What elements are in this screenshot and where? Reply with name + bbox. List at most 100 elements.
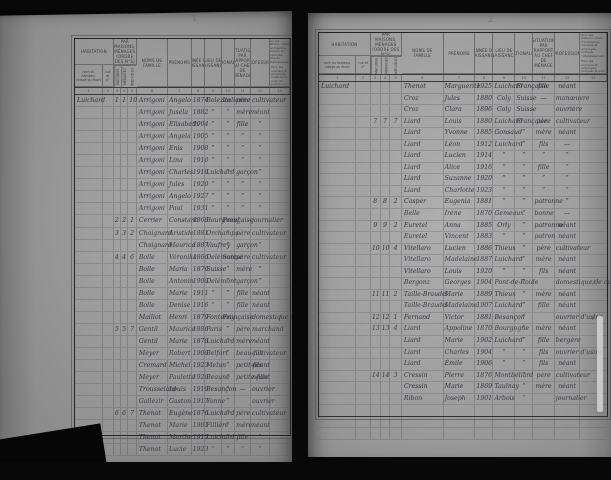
cell-prenom: Eugène xyxy=(168,408,193,420)
cell-observation xyxy=(580,151,607,162)
cell-observation xyxy=(580,267,607,278)
cell-prenom: Antonin xyxy=(168,275,194,287)
cell-no-individu xyxy=(390,359,402,370)
cell-nationalite: Suisse xyxy=(515,93,537,105)
cell-nationalite: ” xyxy=(222,420,236,432)
register-row: Liard Marie 1902 Luichard” fille bergère xyxy=(319,336,607,348)
cell-no-individu xyxy=(128,299,137,311)
cell-prenom: Robert xyxy=(168,347,192,360)
register-row: 13 13 4 Liard Appoline 1870 Bourgogne” mère néan… xyxy=(319,324,607,337)
cell-no-menage xyxy=(121,299,129,311)
cell-prenom: Elisabeth xyxy=(168,119,198,131)
cell-situation: fils xyxy=(533,266,555,278)
cell-habitation xyxy=(75,347,103,360)
cell-no-menage: 4 xyxy=(121,251,129,263)
cell-observation xyxy=(580,348,607,359)
cell-nom: Fernand xyxy=(402,312,444,324)
cell-observation xyxy=(270,252,290,263)
register-row: Ribon Joseph 1901 Arbois” journalier xyxy=(319,393,607,406)
cell-lieu-naissance: Montbéliard xyxy=(493,370,533,382)
cell-annee-naissance: 1881 xyxy=(192,420,208,432)
cell-situation: fils xyxy=(533,359,555,370)
cell-no-maison xyxy=(114,119,121,131)
cell-observation xyxy=(580,290,607,301)
col-header-observations: Pour les patrons, chefs d'entreprise, ou… xyxy=(270,39,290,87)
cell-no-individu xyxy=(390,232,402,243)
cell-no-individu xyxy=(390,82,402,93)
cell-habitation xyxy=(75,311,103,323)
cell-situation xyxy=(533,393,555,405)
cell-profession: néant xyxy=(251,287,271,299)
cell-habitation xyxy=(319,289,357,301)
cell-nationalite: ” xyxy=(515,336,534,347)
cell-rue xyxy=(103,263,114,275)
cell-no-maison: 13 xyxy=(371,324,381,336)
cell-profession: ” xyxy=(251,179,271,191)
cell-nom: Arrigoni xyxy=(137,191,169,203)
cell-no-maison xyxy=(371,162,381,174)
cell-lieu-naissance: Luichard xyxy=(493,255,523,266)
cell-nom: Ribon xyxy=(402,393,444,405)
cell-prenom: Lucien xyxy=(444,243,476,255)
cell-no-maison: 14 xyxy=(371,370,381,382)
cell-prenom: Eugenia xyxy=(444,197,476,209)
cell-no-menage xyxy=(381,185,391,197)
register-row: Bolle Marie 1911”” fille néant xyxy=(75,287,290,300)
cell-profession: journalier xyxy=(555,393,587,405)
cell-lieu-naissance: Taulnay xyxy=(493,382,519,393)
cell-no-menage xyxy=(121,360,129,372)
cell-annee-naissance: 1920 xyxy=(475,174,494,185)
page-edge-highlight xyxy=(597,316,603,412)
cell-no-maison xyxy=(371,301,381,312)
cell-observation xyxy=(270,131,290,142)
cell-no-individu xyxy=(128,155,137,167)
cell-situation: ” xyxy=(235,143,251,155)
cell-lieu-naissance: Gemeaux xyxy=(493,209,524,220)
cell-no-menage xyxy=(381,174,391,185)
cell-habitation xyxy=(319,324,357,336)
cell-no-maison xyxy=(114,299,121,311)
cell-nationalite: ” xyxy=(515,151,534,162)
cell-profession: néant xyxy=(251,107,271,119)
cell-situation: ” xyxy=(235,179,251,191)
cell-observation xyxy=(270,372,290,383)
cell-observation xyxy=(580,221,607,232)
cell-no-individu: 2 xyxy=(128,227,137,239)
cell-annee-naissance: 1919 xyxy=(192,384,208,396)
cell-annee-naissance: 1923 xyxy=(192,360,208,372)
cell-observation xyxy=(270,95,290,106)
cell-prenom: Louis xyxy=(168,384,192,396)
cell-rue xyxy=(103,215,114,227)
cell-prenom: Marie xyxy=(444,336,476,347)
cell-nationalite xyxy=(515,405,534,416)
cell-nationalite: ” xyxy=(515,128,534,139)
cell-habitation xyxy=(75,275,103,287)
cell-prenom: Marie xyxy=(168,287,192,299)
cell-habitation xyxy=(319,347,357,359)
cell-habitation xyxy=(75,432,103,444)
cell-no-menage: 8 xyxy=(381,197,391,209)
cell-nationalite: ” xyxy=(222,444,236,456)
cell-annee-naissance: 1887 xyxy=(475,255,494,266)
cell-situation: mère xyxy=(235,263,252,275)
cell-observation xyxy=(270,276,290,287)
cell-annee-naissance: 1902 xyxy=(475,336,494,347)
cell-no-menage xyxy=(381,139,391,151)
cell-annee-naissance: 1882 xyxy=(192,107,208,119)
cell-rue xyxy=(103,287,114,299)
cell-annee-naissance: 1906 xyxy=(475,359,494,370)
cell-habitation xyxy=(319,359,357,370)
cell-lieu-naissance: ” xyxy=(205,119,222,131)
cell-no-individu: 10 xyxy=(128,95,137,107)
cell-no-individu xyxy=(128,107,137,119)
cell-situation: père xyxy=(533,370,555,382)
cell-no-menage: 1 xyxy=(121,95,129,107)
cell-no-menage xyxy=(381,336,391,347)
cell-habitation xyxy=(75,131,103,143)
cell-no-individu xyxy=(390,278,402,289)
table-header: HABITATION par maisons, ménages (ordre d… xyxy=(319,33,607,75)
register-row: 4 4 6 Bolle Véronika 1866 Delémont Suisse père cu… xyxy=(75,251,290,264)
cell-no-menage xyxy=(121,167,129,179)
cell-situation: bonne xyxy=(533,209,555,220)
cell-no-menage xyxy=(381,162,391,174)
